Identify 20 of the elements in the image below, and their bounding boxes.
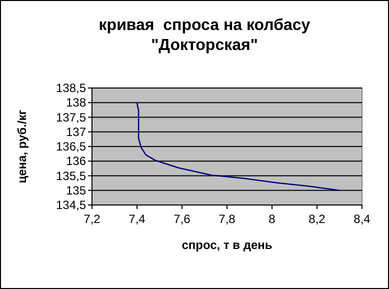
y-tick-label: 137 bbox=[66, 124, 86, 139]
y-axis-title: цена, руб./кг bbox=[15, 110, 29, 184]
y-tick-label: 138 bbox=[66, 96, 86, 110]
x-tick-label: 8 bbox=[268, 212, 276, 226]
x-tick-label: 7,8 bbox=[218, 212, 236, 226]
y-tick-label: 137,5 bbox=[56, 110, 86, 124]
x-tick-label: 7,4 bbox=[128, 212, 146, 226]
x-tick-label: 8,4 bbox=[354, 212, 371, 226]
y-tick-label: 135,5 bbox=[56, 168, 86, 183]
y-tick-label: 134,5 bbox=[56, 198, 86, 212]
x-tick-label: 7,6 bbox=[174, 212, 191, 226]
y-tick-label: 136,5 bbox=[56, 140, 86, 154]
line-series bbox=[136, 102, 340, 192]
chart-title: кривая спроса на колбасу "Докторская" bbox=[98, 17, 310, 54]
y-tick-label: 135 bbox=[66, 183, 86, 198]
y-tick-label: 136 bbox=[66, 154, 86, 168]
x-tick-label: 7,2 bbox=[84, 212, 101, 226]
y-tick-label: 138,5 bbox=[56, 81, 86, 95]
x-axis-title: спрос, т в день bbox=[182, 238, 272, 252]
x-tick-label: 8,2 bbox=[308, 212, 326, 226]
